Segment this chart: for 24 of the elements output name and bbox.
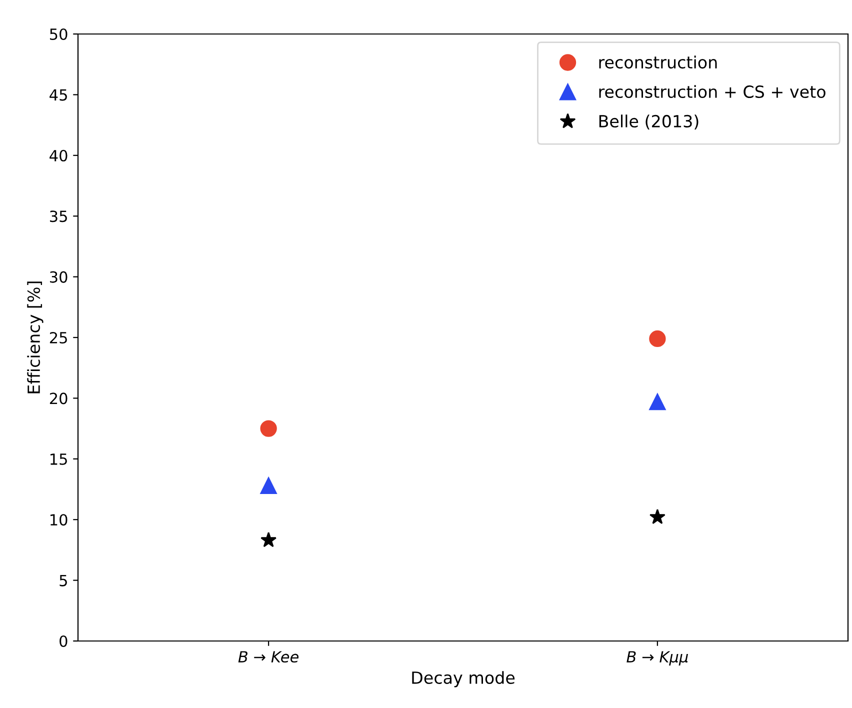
y-tick-label: 30 — [50, 271, 68, 283]
legend-label: reconstruction + CS + veto — [599, 85, 826, 98]
x-tick-label: B → Kμμ — [626, 651, 688, 666]
x-tick-label: B → Kee — [238, 651, 299, 663]
x-axis-title: Decay mode — [412, 671, 515, 688]
y-tick-label: 35 — [50, 210, 67, 222]
y-tick-label: 40 — [50, 150, 68, 162]
y-tick-label: 20 — [50, 392, 68, 404]
y-tick-label: 0 — [60, 635, 68, 648]
point — [649, 330, 666, 348]
y-axis-title: Efficiency [%] — [27, 282, 44, 394]
y-tick-label: 5 — [60, 574, 67, 586]
point — [649, 394, 666, 410]
legend-label: reconstruction — [599, 56, 717, 69]
legend-label: Belle (2013) — [599, 114, 698, 130]
y-tick-label: 50 — [50, 28, 68, 40]
point — [260, 477, 277, 494]
y-tick-label: 25 — [50, 332, 67, 344]
point — [260, 532, 277, 548]
y-tick-label: 15 — [50, 454, 67, 465]
point — [260, 420, 277, 437]
y-tick-label: 45 — [50, 89, 67, 101]
point — [649, 508, 666, 524]
y-tick-label: 10 — [50, 514, 68, 526]
